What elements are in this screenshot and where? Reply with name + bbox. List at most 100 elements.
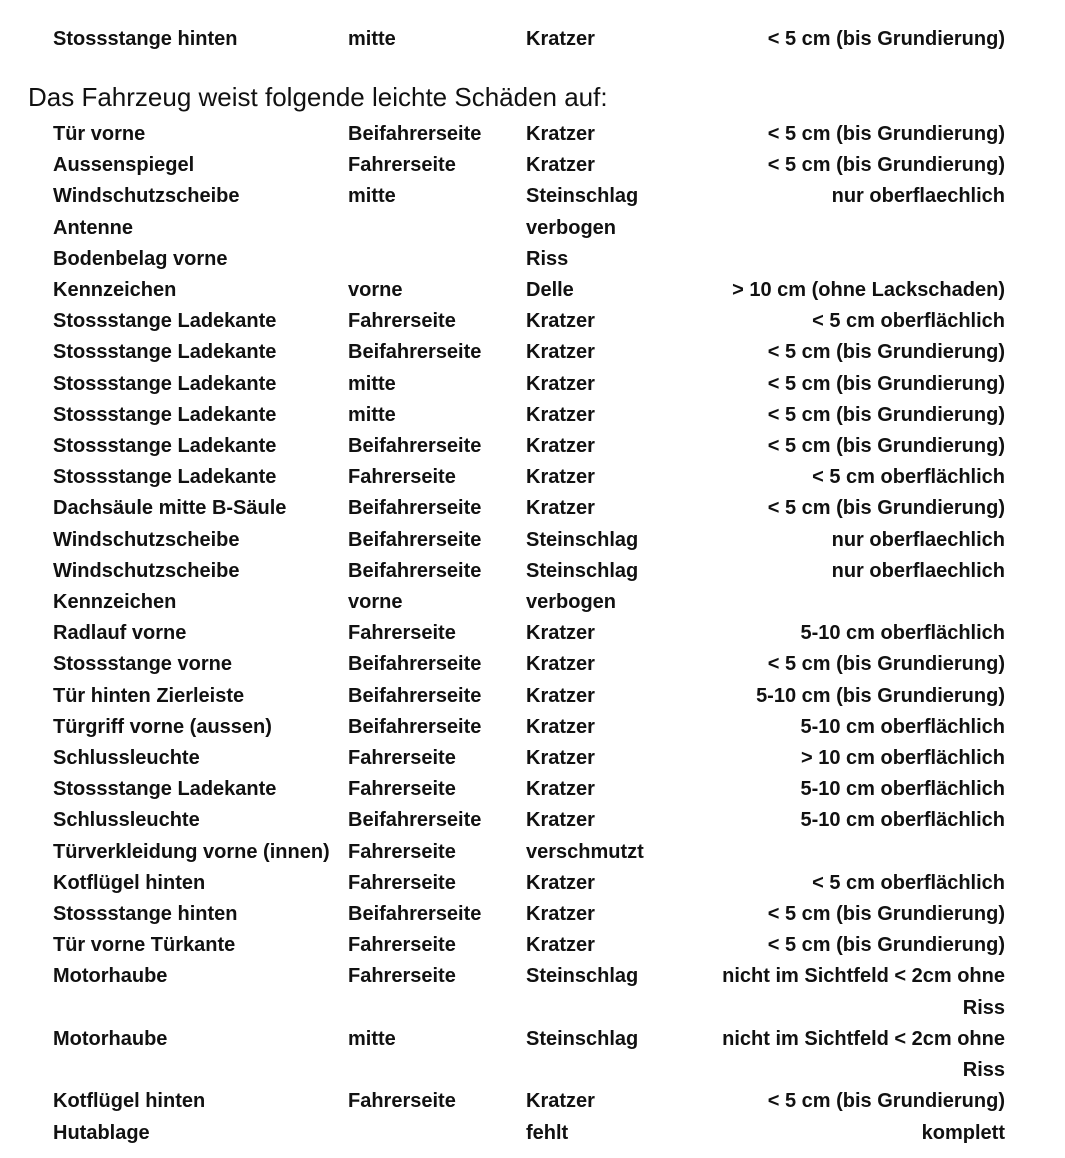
part: Tür hinten Zierleiste xyxy=(53,684,245,707)
detail: 5-10 cm (bis Grundierung) xyxy=(756,684,1005,707)
damage-row: Stossstange Ladekante Fahrerseite Kratzer 5… xyxy=(53,774,1005,805)
detail: nur oberflaechlich xyxy=(831,559,1005,582)
damage: Steinschlag xyxy=(526,559,639,582)
damage-row: Stossstange vorne Beifahrerseite Kratzer < … xyxy=(53,649,1005,680)
part: Stossstange Ladekante xyxy=(53,435,277,458)
part: Stossstange Ladekante xyxy=(53,466,277,489)
damage-row: Windschutzscheibe Beifahrerseite Steinschl… xyxy=(53,556,1005,587)
part: Radlauf vorne xyxy=(53,622,187,645)
part: Windschutzscheibe xyxy=(53,528,240,551)
location: mitte xyxy=(348,185,396,208)
damage-row: Kotflügel hinten Fahrerseite Kratzer < 5 cm… xyxy=(53,868,1005,899)
detail: < 5 cm (bis Grundierung) xyxy=(767,497,1005,520)
damage-row: Stossstange Ladekante Fahrerseite Kratzer <… xyxy=(53,306,1005,337)
damage: Kratzer xyxy=(526,934,595,957)
location: Beifahrerseite xyxy=(348,715,482,738)
part: Stossstange Ladekante xyxy=(53,310,277,333)
damage-row: Tür vorne Türkante Fahrerseite Kratzer < 5 … xyxy=(53,930,1005,961)
part: Hutablage xyxy=(53,1121,150,1144)
damage-row: Aussenspiegel Fahrerseite Kratzer < 5 cm (b… xyxy=(53,150,1005,181)
damage: Kratzer xyxy=(526,653,595,676)
detail: 5-10 cm oberflächlich xyxy=(800,778,1005,801)
detail: < 5 cm (bis Grundierung) xyxy=(767,934,1005,957)
part: Aussenspiegel xyxy=(53,154,195,177)
location xyxy=(348,244,526,275)
damage: Kratzer xyxy=(526,28,595,50)
damage: Kratzer xyxy=(526,497,595,520)
detail: < 5 cm (bis Grundierung) xyxy=(767,1090,1005,1113)
part: Kotflügel hinten xyxy=(53,871,206,894)
part: Kennzeichen xyxy=(53,279,177,302)
location: Fahrerseite xyxy=(348,840,456,863)
part: Windschutzscheibe xyxy=(53,185,240,208)
damage: Kratzer xyxy=(526,871,595,894)
part: Tür vorne Türkante xyxy=(53,934,236,957)
location: Fahrerseite xyxy=(348,965,456,988)
damage-row: Tür vorne Beifahrerseite Kratzer < 5 cm (bi… xyxy=(53,119,1005,150)
damage: Kratzer xyxy=(526,341,595,364)
damage-row: Kennzeichen vorne verbogen xyxy=(53,587,1005,618)
damage: Kratzer xyxy=(526,903,595,926)
detail: < 5 cm oberflächlich xyxy=(812,871,1005,894)
detail: < 5 cm (bis Grundierung) xyxy=(767,154,1005,177)
location: Fahrerseite xyxy=(348,1090,456,1113)
part: Kennzeichen xyxy=(53,591,177,614)
detail: nur oberflaechlich xyxy=(831,528,1005,551)
damage-row: Kennzeichen vorne Delle > 10 cm (ohne Lacks… xyxy=(53,275,1005,306)
location: mitte xyxy=(348,372,396,395)
damage-row: Windschutzscheibe Beifahrerseite Steinschl… xyxy=(53,525,1005,556)
part: Stossstange Ladekante xyxy=(53,403,277,426)
location: Fahrerseite xyxy=(348,310,456,333)
detail: < 5 cm oberflächlich xyxy=(812,310,1005,333)
part: Windschutzscheibe xyxy=(53,559,240,582)
location: Fahrerseite xyxy=(348,871,456,894)
damage-row: Antenne verbogen xyxy=(53,213,1005,244)
damage: Kratzer xyxy=(526,809,595,832)
part: Schlussleuchte xyxy=(53,747,200,770)
damage: Kratzer xyxy=(526,435,595,458)
part: Stossstange Ladekante xyxy=(53,341,277,364)
location: Fahrerseite xyxy=(348,622,456,645)
damage-row: Radlauf vorne Fahrerseite Kratzer 5-10 cm o… xyxy=(53,618,1005,649)
detail: < 5 cm (bis Grundierung) xyxy=(767,341,1005,364)
damage: fehlt xyxy=(526,1121,569,1144)
damage-row: Türgriff vorne (aussen) Beifahrerseite Kra… xyxy=(53,712,1005,743)
part: Motorhaube xyxy=(53,1027,168,1050)
part: Stossstange Ladekante xyxy=(53,778,277,801)
damage-row: Stossstange hinten Beifahrerseite Kratzer <… xyxy=(53,899,1005,930)
detail: > 10 cm (ohne Lackschaden) xyxy=(732,279,1005,302)
damage-list: Tür vorne Beifahrerseite Kratzer < 5 cm (bi… xyxy=(0,119,1065,1149)
detail: nicht im Sichtfeld < 2cm ohne Riss xyxy=(722,965,1005,1019)
damage: Kratzer xyxy=(526,684,595,707)
damage: Steinschlag xyxy=(526,185,639,208)
damage: Kratzer xyxy=(526,372,595,395)
location: Fahrerseite xyxy=(348,154,456,177)
damage: Kratzer xyxy=(526,123,595,145)
detail: < 5 cm (bis Grundierung) xyxy=(767,372,1005,395)
damage: Kratzer xyxy=(526,747,595,770)
detail: 5-10 cm oberflächlich xyxy=(800,809,1005,832)
damage-row: Schlussleuchte Fahrerseite Kratzer > 10 cm … xyxy=(53,743,1005,774)
location: mitte xyxy=(348,28,396,50)
location: Beifahrerseite xyxy=(348,653,482,676)
damage: Kratzer xyxy=(526,715,595,738)
location: Beifahrerseite xyxy=(348,684,482,707)
damage: Kratzer xyxy=(526,778,595,801)
location xyxy=(348,213,526,244)
location: Beifahrerseite xyxy=(348,528,482,551)
detail: komplett xyxy=(921,1121,1005,1144)
damage-row: Türverkleidung vorne (innen) Fahrerseite v… xyxy=(53,837,1005,868)
damage: Riss xyxy=(526,247,569,270)
damage: Steinschlag xyxy=(526,528,639,551)
damage: Kratzer xyxy=(526,403,595,426)
damage: Steinschlag xyxy=(526,965,639,988)
location xyxy=(348,1118,526,1149)
damage: verbogen xyxy=(526,591,617,614)
part: Dachsäule mitte B-Säule xyxy=(53,497,287,520)
location: Beifahrerseite xyxy=(348,497,482,520)
section-heading: Das Fahrzeug weist folgende leichte Schä… xyxy=(28,82,608,112)
detail: 5-10 cm oberflächlich xyxy=(800,622,1005,645)
detail: < 5 cm (bis Grundierung) xyxy=(767,653,1005,676)
damage-row: Bodenbelag vorne Riss xyxy=(53,244,1005,275)
detail: nicht im Sichtfeld < 2cm ohne Riss xyxy=(722,1027,1005,1082)
